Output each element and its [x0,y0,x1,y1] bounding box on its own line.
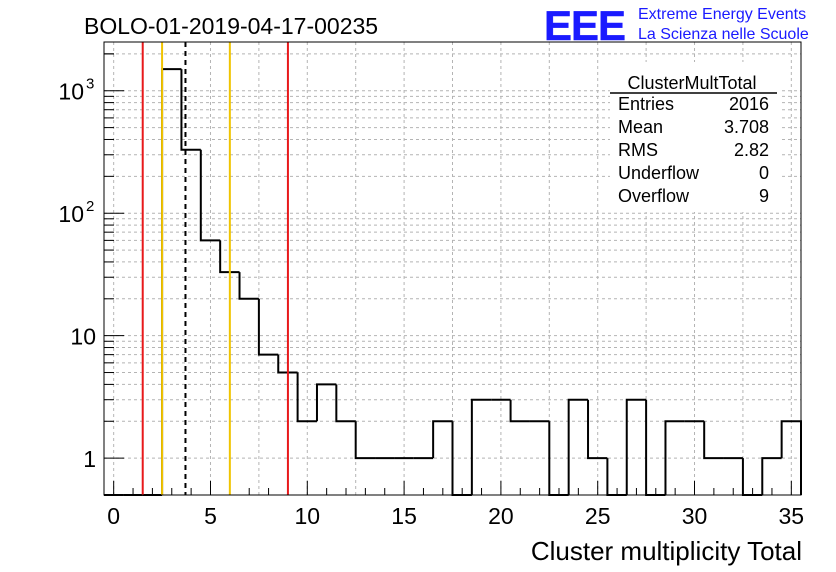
stats-rows: Entries 2016 Mean 3.708 RMS 2.82 Underflow 0 Ove… [618,94,769,206]
histogram-bin [296,372,317,423]
x-tick-label: 20 [488,503,514,529]
stats-value: 2.82 [734,140,769,160]
histogram-bin [470,398,492,495]
x-tick-label: 10 [294,503,320,529]
stats-label: Underflow [618,163,700,183]
histogram-bin [587,399,608,460]
x-axis-label: Cluster multiplicity Total [531,536,802,566]
histogram-bin [180,69,201,151]
stats-label: Overflow [618,186,690,206]
x-axis: 0 5 10 15 20 25 30 35 [107,503,804,529]
stats-box: ClusterMultTotal Entries 2016 Mean 3.708 RMS… [610,62,780,212]
stats-label: Entries [618,94,674,114]
histogram-bin [509,399,530,423]
x-tick-label: 30 [682,503,708,529]
histogram-bin [315,383,337,422]
stats-value: 0 [759,163,769,183]
histogram-bin [219,240,240,274]
stats-label: Mean [618,117,663,137]
y-tick-label: 10 [58,201,84,227]
stats-value: 3.708 [724,117,769,137]
histogram-bin [567,398,589,495]
stats-value: 9 [759,186,769,206]
histogram-bin [257,298,279,356]
histogram-bin [664,420,685,495]
y-tick-exponent: 2 [86,198,94,215]
histogram-bin [432,420,453,459]
histogram-bin [703,421,724,460]
y-tick-label: 10 [58,79,84,105]
eee-logo: EEE Extreme Energy Events La Scienza nel… [544,2,809,50]
histogram-bin [548,421,569,496]
x-tick-label: 25 [585,503,611,529]
histogram-bin [354,421,376,460]
histogram-bin [161,68,182,495]
stats-value: 2016 [729,94,769,114]
x-tick-label: 5 [204,503,217,529]
histogram-bin [451,421,472,496]
plot-frame [103,41,802,496]
reference-lines [141,42,289,495]
stats-label: RMS [618,140,658,160]
y-tick-label: 1 [83,446,96,472]
y-tick-exponent: 3 [86,76,94,93]
logo-line-2: La Scienza nelle Scuole [638,26,809,43]
histogram-bin [277,354,298,374]
y-tick-label: 10 [70,324,96,350]
plot-title: BOLO-01-2019-04-17-00235 [84,13,378,39]
logo-line-1: Extreme Energy Events [638,6,806,23]
x-tick-label: 35 [779,503,805,529]
logo-mark: EEE [544,2,625,49]
x-tick-label: 15 [391,503,417,529]
histogram-bin [645,399,666,496]
histogram-bin [199,149,221,242]
histogram-bin [238,272,259,300]
histogram-bin [761,457,782,495]
stats-title: ClusterMultTotal [627,73,756,93]
stats-box-background [610,62,780,212]
histogram-bin [625,398,647,495]
histogram-bin [335,384,356,423]
x-tick-label: 0 [107,503,120,529]
